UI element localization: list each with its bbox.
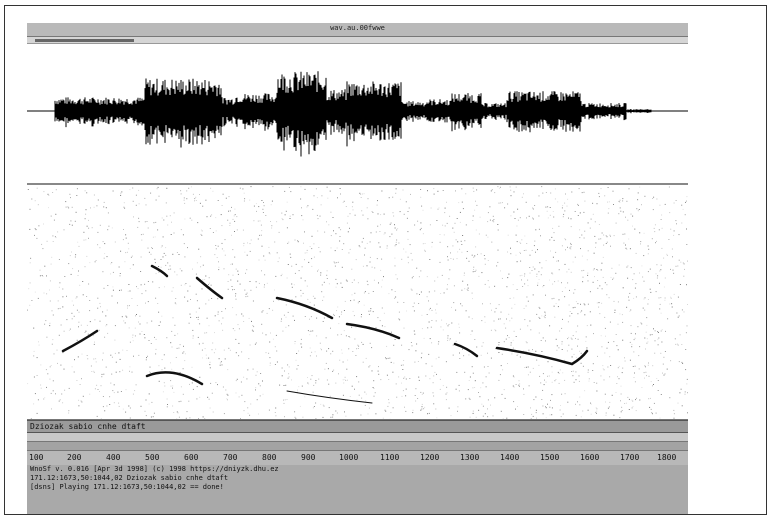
outer-frame: wav.au.00fwwe Dziozak sabio cnhe dtaft 1… <box>4 5 767 515</box>
ruler-tick: 200 <box>67 453 82 462</box>
console-output: WnoSf v. 0.016 [Apr 3d 1998] (c) 1998 ht… <box>27 465 688 514</box>
ruler-tick: 800 <box>262 453 277 462</box>
ruler-tick: 400 <box>106 453 121 462</box>
spectrogram-panel[interactable] <box>27 186 688 420</box>
ruler-tick: 1300 <box>460 453 480 462</box>
ruler-tick: 1000 <box>339 453 359 462</box>
waveform-panel[interactable] <box>27 44 688 185</box>
ruler-tick: 1600 <box>580 453 600 462</box>
playback-progress-fill <box>35 39 134 42</box>
waveform-graphic <box>27 71 688 157</box>
ruler-tick: 1500 <box>540 453 560 462</box>
console-line: [dsns] Playing 171.12:1673,50:1044,02 ==… <box>30 483 224 491</box>
ruler-tick: 700 <box>223 453 238 462</box>
ruler-tick: 100 <box>29 453 44 462</box>
ruler-tick: 1800 <box>657 453 677 462</box>
ruler-tick: 1200 <box>420 453 440 462</box>
spectrogram-graphic <box>27 186 688 419</box>
window-title: wav.au.00fwwe <box>330 24 385 32</box>
separator <box>27 433 688 441</box>
title-bar[interactable]: wav.au.00fwwe <box>27 23 688 37</box>
ruler-tick: 500 <box>145 453 160 462</box>
console-line: WnoSf v. 0.016 [Apr 3d 1998] (c) 1998 ht… <box>30 465 279 473</box>
playback-progress-track[interactable] <box>27 37 688 44</box>
ruler-tick: 900 <box>301 453 316 462</box>
ruler-tick: 1400 <box>500 453 520 462</box>
ruler-tick: 1700 <box>620 453 640 462</box>
spectrogram-label-bar: Dziozak sabio cnhe dtaft <box>27 420 688 433</box>
horizontal-scrollbar[interactable] <box>27 441 688 451</box>
spectrogram-label: Dziozak sabio cnhe dtaft <box>30 422 146 431</box>
time-ruler: 100 200 400 500 600 700 800 900 1000 110… <box>27 451 688 465</box>
sound-editor-window: wav.au.00fwwe Dziozak sabio cnhe dtaft 1… <box>27 23 688 514</box>
console-line: 171.12:1673,50:1044,02 Dziozak sabio cnh… <box>30 474 229 482</box>
ruler-tick: 1100 <box>380 453 400 462</box>
ruler-tick: 600 <box>184 453 199 462</box>
